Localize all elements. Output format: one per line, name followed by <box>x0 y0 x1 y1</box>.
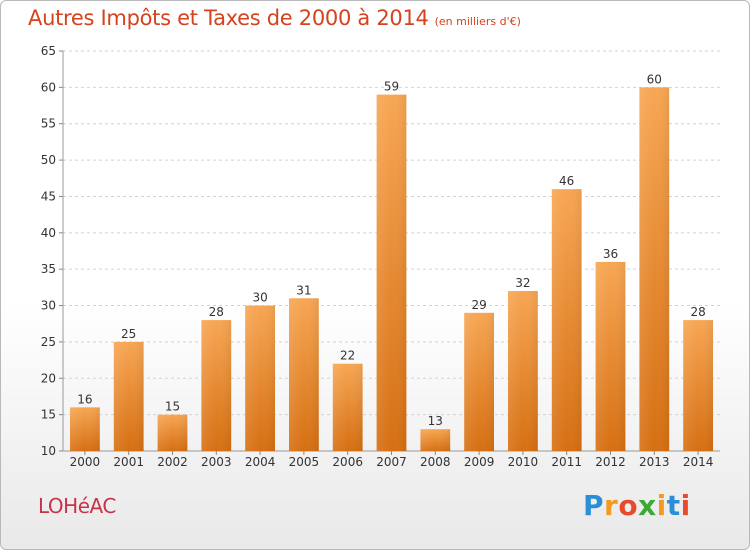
data-label-2011: 46 <box>559 174 574 188</box>
chart-title: Autres Impôts et Taxes de 2000 à 2014 (en… <box>28 6 521 30</box>
bar-shade-2010 <box>508 291 538 451</box>
data-label-2001: 25 <box>121 327 136 341</box>
bar-shade-2012 <box>595 261 626 451</box>
x-tick-label-2000: 2000 <box>70 455 101 469</box>
data-label-2005: 31 <box>296 283 311 297</box>
y-tick-label-40: 40 <box>41 226 56 240</box>
x-tick-label-2006: 2006 <box>332 455 363 469</box>
bar-shade-2009 <box>464 312 494 451</box>
y-tick-label-65: 65 <box>41 44 56 58</box>
chart-title-text: Autres Impôts et Taxes de 2000 à 2014 <box>28 6 429 30</box>
x-tick-label-2009: 2009 <box>464 455 495 469</box>
bar-shade-2007 <box>376 94 407 452</box>
data-label-2008: 13 <box>428 414 443 428</box>
x-tick-label-2010: 2010 <box>508 455 539 469</box>
data-label-2000: 16 <box>77 392 92 406</box>
x-tick-label-2005: 2005 <box>289 455 320 469</box>
commune-name: LOHéAC <box>38 494 116 518</box>
y-tick-label-35: 35 <box>41 262 56 276</box>
data-label-2003: 28 <box>209 305 224 319</box>
brand-letter-3: x <box>638 489 657 522</box>
chart-subtitle: (en milliers d'€) <box>434 15 521 28</box>
data-label-2013: 60 <box>647 72 662 86</box>
x-tick-label-2013: 2013 <box>639 455 670 469</box>
bar-shade-2014 <box>683 320 713 451</box>
y-tick-label-45: 45 <box>41 189 56 203</box>
y-tick-label-10: 10 <box>41 444 56 458</box>
bar-shade-2000 <box>70 407 100 451</box>
x-tick-label-2002: 2002 <box>157 455 188 469</box>
bar-shade-2013 <box>639 87 670 451</box>
x-tick-label-2004: 2004 <box>245 455 276 469</box>
x-tick-label-2012: 2012 <box>595 455 626 469</box>
bar-shade-2004 <box>245 305 275 451</box>
y-tick-label-50: 50 <box>41 153 56 167</box>
brand-letter-4: i <box>656 489 667 522</box>
proxiti-logo[interactable]: Proxiti <box>583 489 691 522</box>
data-label-2004: 30 <box>252 291 267 305</box>
data-label-2002: 15 <box>165 400 180 414</box>
brand-letter-0: P <box>583 489 605 522</box>
bar-shade-2011 <box>551 189 582 451</box>
data-label-2006: 22 <box>340 349 355 363</box>
bar-shade-2008 <box>420 429 451 451</box>
x-tick-label-2011: 2011 <box>551 455 582 469</box>
x-tick-label-2003: 2003 <box>201 455 232 469</box>
bar-shade-2001 <box>113 341 144 451</box>
bar-shade-2006 <box>332 363 363 451</box>
data-label-2012: 36 <box>603 247 618 261</box>
labels: 10 15 20 25 30 35 40 45 50 55 60 65 16 2000 25 2001 15 20… <box>41 44 714 469</box>
bars <box>70 87 713 452</box>
data-label-2009: 29 <box>471 298 486 312</box>
data-label-2010: 32 <box>515 276 530 290</box>
x-tick-label-2014: 2014 <box>683 455 714 469</box>
brand-letter-2: o <box>618 489 639 522</box>
y-tick-label-20: 20 <box>41 371 56 385</box>
x-tick-label-2001: 2001 <box>113 455 144 469</box>
data-label-2007: 59 <box>384 80 399 94</box>
bar-shade-2003 <box>201 320 232 451</box>
x-tick-label-2008: 2008 <box>420 455 451 469</box>
y-tick-label-15: 15 <box>41 408 56 422</box>
y-tick-label-60: 60 <box>41 80 56 94</box>
y-tick-label-30: 30 <box>41 299 56 313</box>
x-tick-label-2007: 2007 <box>376 455 407 469</box>
y-tick-label-55: 55 <box>41 117 56 131</box>
brand-letter-5: t <box>666 489 681 522</box>
y-tick-label-25: 25 <box>41 335 56 349</box>
bar-shade-2005 <box>289 298 319 451</box>
brand-letter-6: i <box>680 489 691 522</box>
data-label-2014: 28 <box>690 305 705 319</box>
brand-letter-1: r <box>604 489 619 522</box>
bar-shade-2002 <box>157 414 188 451</box>
